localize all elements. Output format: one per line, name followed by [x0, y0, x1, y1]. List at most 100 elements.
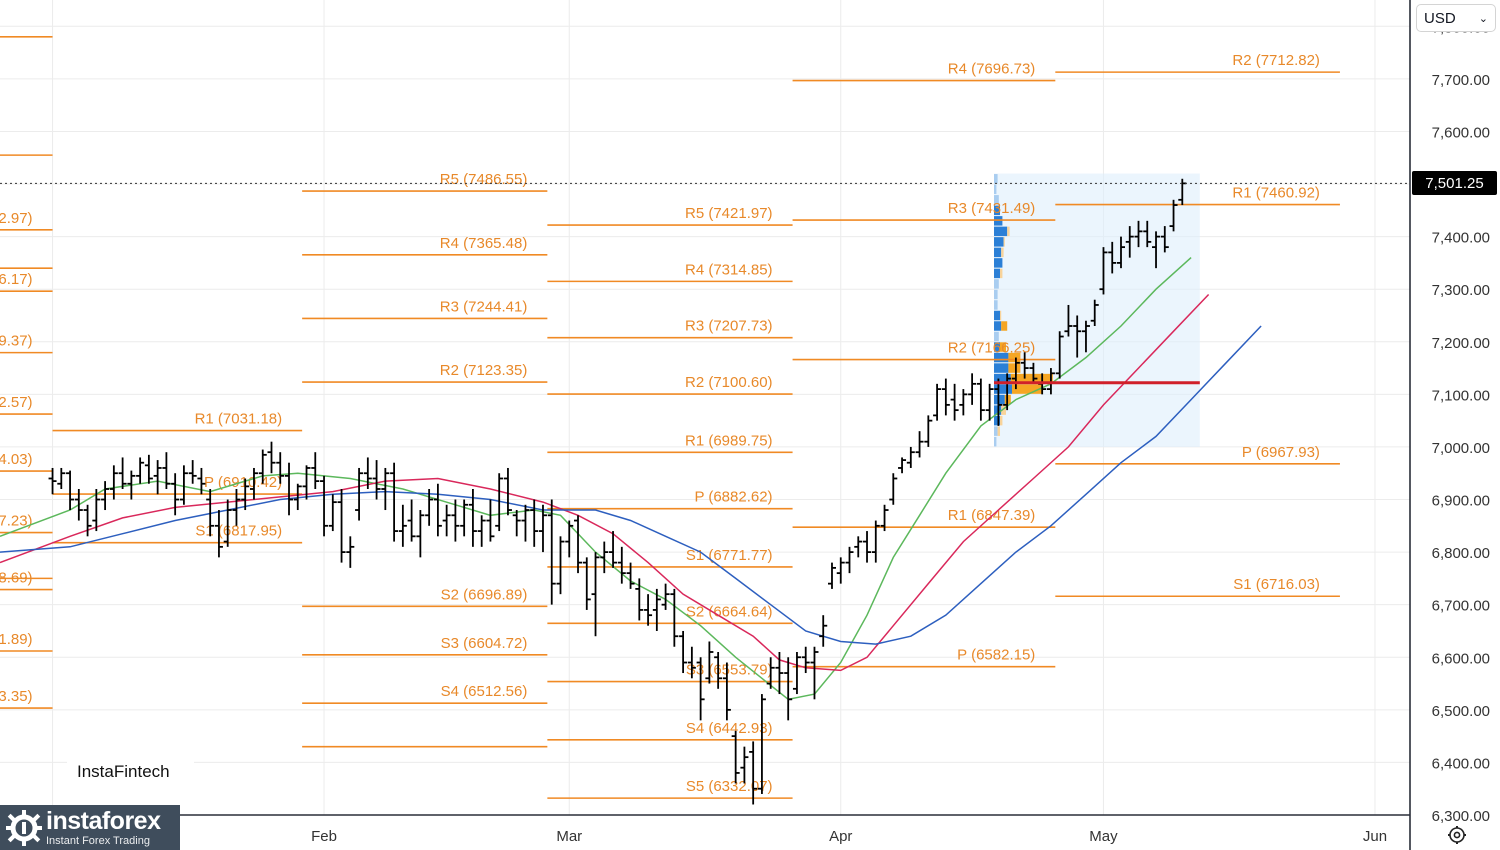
ohlc-bar — [311, 452, 320, 489]
pivot-label: S2 (6696.89) — [441, 586, 528, 603]
pivot-label: 611.89) — [0, 631, 33, 648]
ohlc-bar — [433, 483, 442, 537]
ohlc-bar — [652, 588, 661, 631]
ohlc-bar — [118, 457, 127, 489]
ohlc-bar — [950, 383, 959, 421]
y-tick-label: 6,300.00 — [1432, 808, 1490, 825]
pivot-label: S5 (6332.07) — [686, 778, 773, 795]
ohlc-bar — [48, 467, 57, 495]
pivot-label: 837.23) — [0, 513, 33, 530]
ohlc-bar — [1064, 304, 1073, 337]
ohlc-bar — [407, 499, 416, 542]
profile-bar-blue — [994, 310, 1001, 321]
ohlc-bar — [249, 467, 258, 500]
ohlc-bar — [1081, 320, 1090, 353]
profile-bar-blue — [994, 363, 1009, 373]
ohlc-bar — [258, 449, 267, 484]
y-tick-label: 6,500.00 — [1432, 703, 1490, 720]
ohlc-bar — [346, 536, 355, 568]
ohlc-bar — [127, 470, 136, 500]
profile-bar-blue — [994, 352, 1009, 363]
ohlc-bar — [880, 504, 889, 532]
ohlc-bar — [547, 499, 556, 605]
y-tick-label: 6,700.00 — [1432, 598, 1490, 615]
ohlc-bar — [1125, 226, 1134, 258]
ohlc-bar — [836, 557, 845, 584]
ohlc-bar — [740, 746, 749, 784]
pivot-levels: 412.97) 296.17) 179.37) 062.57) 954.03) 837.2… — [0, 36, 1340, 799]
pivot-label: R5 (7421.97) — [685, 205, 773, 222]
pivot-label: 728.69) — [0, 570, 33, 587]
x-tick-label: Feb — [311, 828, 337, 845]
ohlc-bar — [1143, 220, 1152, 248]
ohlc-bar — [757, 694, 766, 794]
pivot-label: R2 (7712.82) — [1232, 52, 1320, 69]
ohlc-bar — [512, 510, 521, 537]
ohlc-bar — [109, 465, 118, 500]
profile-bar-orange — [1000, 342, 1007, 352]
ohlc-bar — [538, 504, 547, 553]
y-tick-label: 7,100.00 — [1432, 387, 1490, 404]
profile-bar-orange — [1000, 268, 1003, 279]
y-tick-label: 7,700.00 — [1432, 72, 1490, 89]
ohlc-bar — [328, 494, 337, 532]
profile-bar-blue — [994, 321, 1002, 331]
ohlc-bar — [1090, 299, 1099, 326]
ohlc-bar — [898, 457, 907, 474]
ohlc-bar — [819, 615, 828, 647]
pivot-label: S4 (6512.56) — [441, 683, 528, 700]
y-tick-label: 7,300.00 — [1432, 282, 1490, 299]
logo-tagline: Instant Forex Trading — [46, 835, 150, 847]
price-overlay — [0, 182, 1410, 385]
ohlc-bar — [766, 657, 775, 689]
y-tick-label: 7,000.00 — [1432, 440, 1490, 457]
ohlc-bar — [827, 562, 836, 589]
ohlc-bar — [591, 552, 600, 637]
ohlc-bar — [171, 473, 180, 516]
pivot-label: S2 (6664.64) — [686, 603, 773, 620]
ohlc-bar — [644, 594, 653, 626]
ohlc-bar — [355, 467, 364, 521]
ohlc-bar — [363, 457, 372, 489]
settings-button[interactable] — [1444, 822, 1470, 848]
ohlc-bar — [968, 373, 977, 405]
ohlc-bar — [1046, 368, 1055, 395]
ohlc-bar — [241, 478, 250, 511]
ohlc-bar — [775, 652, 784, 695]
profile-bar-orange — [1008, 352, 1021, 363]
brand-watermark-box — [67, 738, 194, 802]
y-tick-label: 7,600.00 — [1432, 124, 1490, 141]
currency-select[interactable]: USD ⌄ — [1416, 4, 1496, 32]
profile-bar-blue — [994, 258, 1003, 268]
ohlc-bar — [1152, 231, 1161, 269]
ohlc-bar — [381, 467, 390, 511]
pivot-label: S1 (6771.77) — [686, 547, 773, 564]
ohlc-bar — [609, 531, 618, 568]
logo-wordmark: instaforex — [46, 807, 161, 835]
profile-bar-blue — [994, 195, 999, 205]
sma-slow-line — [0, 325, 1262, 645]
y-tick-label: 7,200.00 — [1432, 335, 1490, 352]
ohlc-bar — [722, 662, 731, 721]
brand-watermark: InstaFintech — [77, 762, 170, 781]
ohlc-bar — [906, 446, 915, 468]
ohlc-bar — [74, 489, 83, 521]
ohlc-bar — [530, 499, 539, 547]
ohlc-bar — [784, 657, 793, 721]
y-tick-label: 6,600.00 — [1432, 650, 1490, 667]
ohlc-bar — [188, 460, 197, 484]
ohlc-bar — [1160, 226, 1169, 253]
ohlc-bar — [232, 489, 241, 526]
ohlc-bar — [889, 473, 898, 505]
ohlc-bar — [556, 536, 565, 595]
chevron-down-icon: ⌄ — [1478, 12, 1488, 25]
pivot-label: R2 (7166.25) — [948, 340, 1036, 357]
profile-bar-orange — [1001, 405, 1007, 415]
ohlc-bar — [416, 510, 425, 558]
ohlc-bar — [941, 378, 950, 416]
profile-bar-blue — [994, 174, 998, 184]
ohlc-bar — [565, 520, 574, 558]
ohlc-bar — [179, 465, 188, 505]
pivot-label: 179.37) — [0, 333, 33, 350]
